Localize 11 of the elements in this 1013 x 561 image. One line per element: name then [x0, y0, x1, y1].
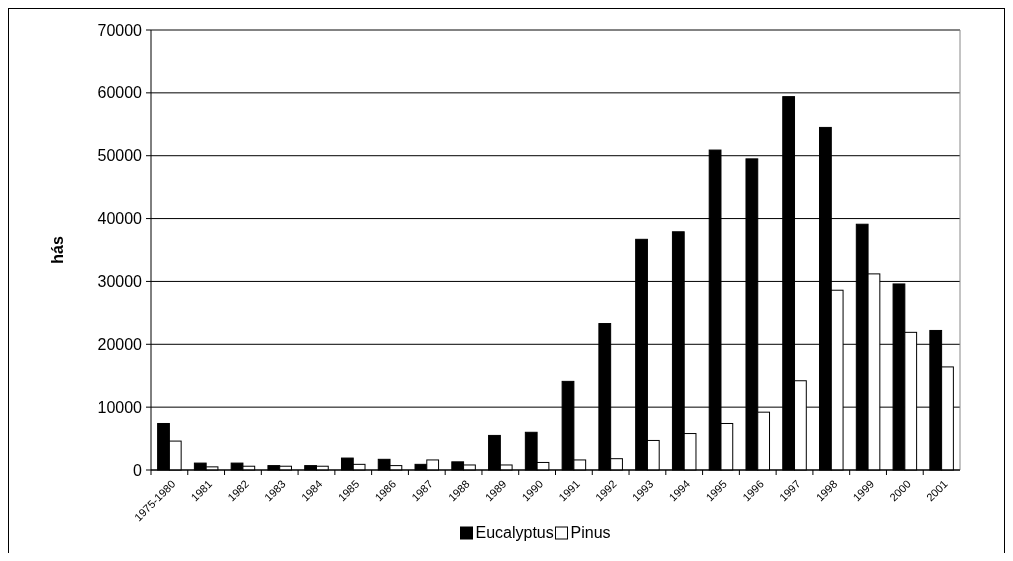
- y-tick-label: 70000: [97, 21, 143, 39]
- y-tick-label: 30000: [97, 273, 143, 291]
- y-axis-title: hás: [49, 236, 66, 264]
- y-tick-label: 40000: [97, 210, 143, 228]
- legend-label: Pinus: [570, 524, 611, 541]
- y-tick-label: 0: [133, 461, 143, 479]
- y-tick-label: 60000: [97, 84, 143, 102]
- legend-label: Eucalyptus: [475, 524, 554, 541]
- y-tick-label: 20000: [97, 335, 143, 353]
- y-tick-label: 50000: [97, 147, 143, 165]
- y-tick-label: 10000: [97, 398, 143, 416]
